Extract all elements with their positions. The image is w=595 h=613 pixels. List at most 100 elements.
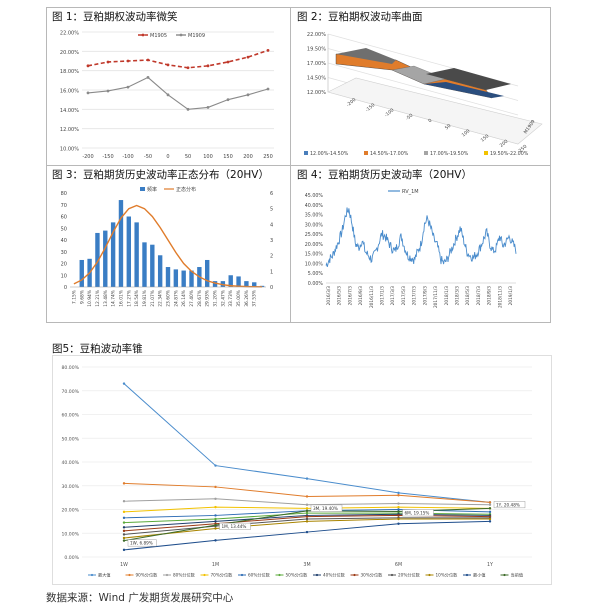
smile-x-tick: -150 [102,154,113,160]
grid-left-border [46,7,47,322]
rv-y-tick: 0.00% [308,281,324,287]
surface-chart: 12.00% 14.50% 17.00% 19.50% 22.00% -200 -150 -1… [304,32,543,157]
cone-data-label: 1M, 13.44% [222,524,247,529]
cone-point [122,510,126,514]
dist-bar [79,259,84,287]
surface-x-tick: 200 [499,138,510,148]
dist-bar [95,232,100,287]
dist-x-tick: 23.60% [166,290,172,307]
dist-x-tick: 35.00% [236,290,242,307]
dist-x-tick: 10.94% [87,290,93,307]
rv-legend-label: RV_1M [402,189,419,195]
rv-x-tick: 2016/11/3 [369,286,375,308]
smile-x-tick: -100 [122,154,133,160]
surface-gridline [327,62,519,116]
smile-x-tick: 50 [185,154,191,160]
cone-y-tick: 20.00% [61,508,79,514]
dist-y-tick: 0 [64,285,67,291]
rv-y-tick: 35.00% [305,213,324,219]
dist-bar [157,255,163,287]
smile-y-tick: 18.00% [60,69,79,75]
smile-point [186,66,190,70]
cone-y-tick: 40.00% [61,460,79,466]
rv-y-tick: 25.00% [305,232,324,238]
dist-y2-tick: 6 [270,191,273,197]
cone-legend-label: 30%分位数 [361,572,384,579]
cone-point [122,548,126,552]
rv-x-tick: 2018/1/3 [444,286,450,306]
smile-point [126,85,130,89]
smile-x-tick: -50 [144,154,152,160]
cone-legend-label: 50%分位数 [286,572,309,579]
smile-x-tick: 200 [243,154,253,160]
smile-point [266,87,270,91]
surface-legend-label: 17.00%-19.50% [430,151,469,157]
cone-point [397,494,400,497]
dist-bar [118,200,124,287]
smile-x-tick: 150 [223,154,233,160]
cone-point [214,539,217,542]
cone-point [488,517,492,521]
dist-x-tick: 19.81% [142,290,148,307]
surface-x-tick: 250 [518,144,529,154]
cone-y-tick: 10.00% [61,531,79,537]
smile-point [106,60,110,64]
cone-data-label: 1Y, 20.48% [496,502,520,507]
rv-y-tick: 45.00% [305,193,324,199]
cone-point [305,503,309,506]
smile-x-tick: 100 [203,154,213,160]
smile-y-tick: 12.00% [60,127,79,133]
rv-x-tick: 2018/3/3 [454,286,460,306]
dist-bar [165,267,171,287]
dist-x-tick: 31.20% [213,290,219,307]
hv-distribution-chart: 0 10 20 30 40 50 60 70 80 0 1 2 3 4 5 6 7.15% 9.68% 10.94%… [61,186,274,307]
cone-point [122,529,126,533]
cone-legend-label: 60%分位数 [248,572,271,579]
cone-x-tick: 6M [395,562,402,568]
cone-legend-label: 当前值 [511,572,524,579]
dist-y2-tick: 2 [270,254,273,260]
smile-y-tick: 10.00% [60,147,79,153]
cone-point [122,499,126,503]
dist-x-tick: 17.27% [126,290,132,307]
cone-legend-marker [203,573,206,577]
cone-data-label-box [127,539,157,547]
smile-point [206,106,210,109]
rv-x-tick: 2017/7/3 [412,286,418,306]
fig4-caption: 图 4：豆粕期货历史波动率（20HV） [297,169,472,181]
grid-middle-border [46,165,551,166]
dist-x-tick: 18.54% [134,290,140,307]
dist-y2-tick: 5 [270,207,273,213]
cone-point [305,515,309,518]
cone-x-tick: 3M [303,562,310,568]
rv-x-tick: 2016/3/3 [326,286,332,306]
grid-bottom-border [46,322,551,323]
smile-point [86,64,90,68]
smile-point [106,89,110,93]
surface-legend-label: 19.50%-22.00% [490,151,529,157]
smile-legend-label: M1905 [150,33,167,39]
dist-bar [103,230,108,287]
cone-point [122,526,126,529]
dist-bar [228,275,233,287]
surface-legend-label: 12.00%-14.50% [310,151,349,157]
smile-point [146,58,150,62]
cone-y-tick: 50.00% [61,436,79,442]
dist-bar [252,282,257,287]
dist-x-tick: 22.34% [158,290,164,307]
cone-point [122,521,126,524]
fig3-caption: 图 3：豆粕期货历史波动率正态分布（20HV） [52,169,269,181]
dist-legend-label-freq: 频率 [147,186,157,193]
dist-bar [173,269,179,287]
cone-legend-marker [165,573,169,577]
dist-x-tick: 24.87% [173,290,179,307]
smile-legend-marker [141,33,145,37]
surface-band-dark [336,48,396,64]
rv-y-tick: 30.00% [305,222,324,228]
cone-x-tick: 1W [120,562,128,568]
dist-normal-curve [73,204,263,288]
cone-point [214,527,217,530]
cone-point [214,514,217,517]
surface-legend-swatch [484,151,488,155]
dist-legend-label-normal: 正态分布 [176,186,196,193]
